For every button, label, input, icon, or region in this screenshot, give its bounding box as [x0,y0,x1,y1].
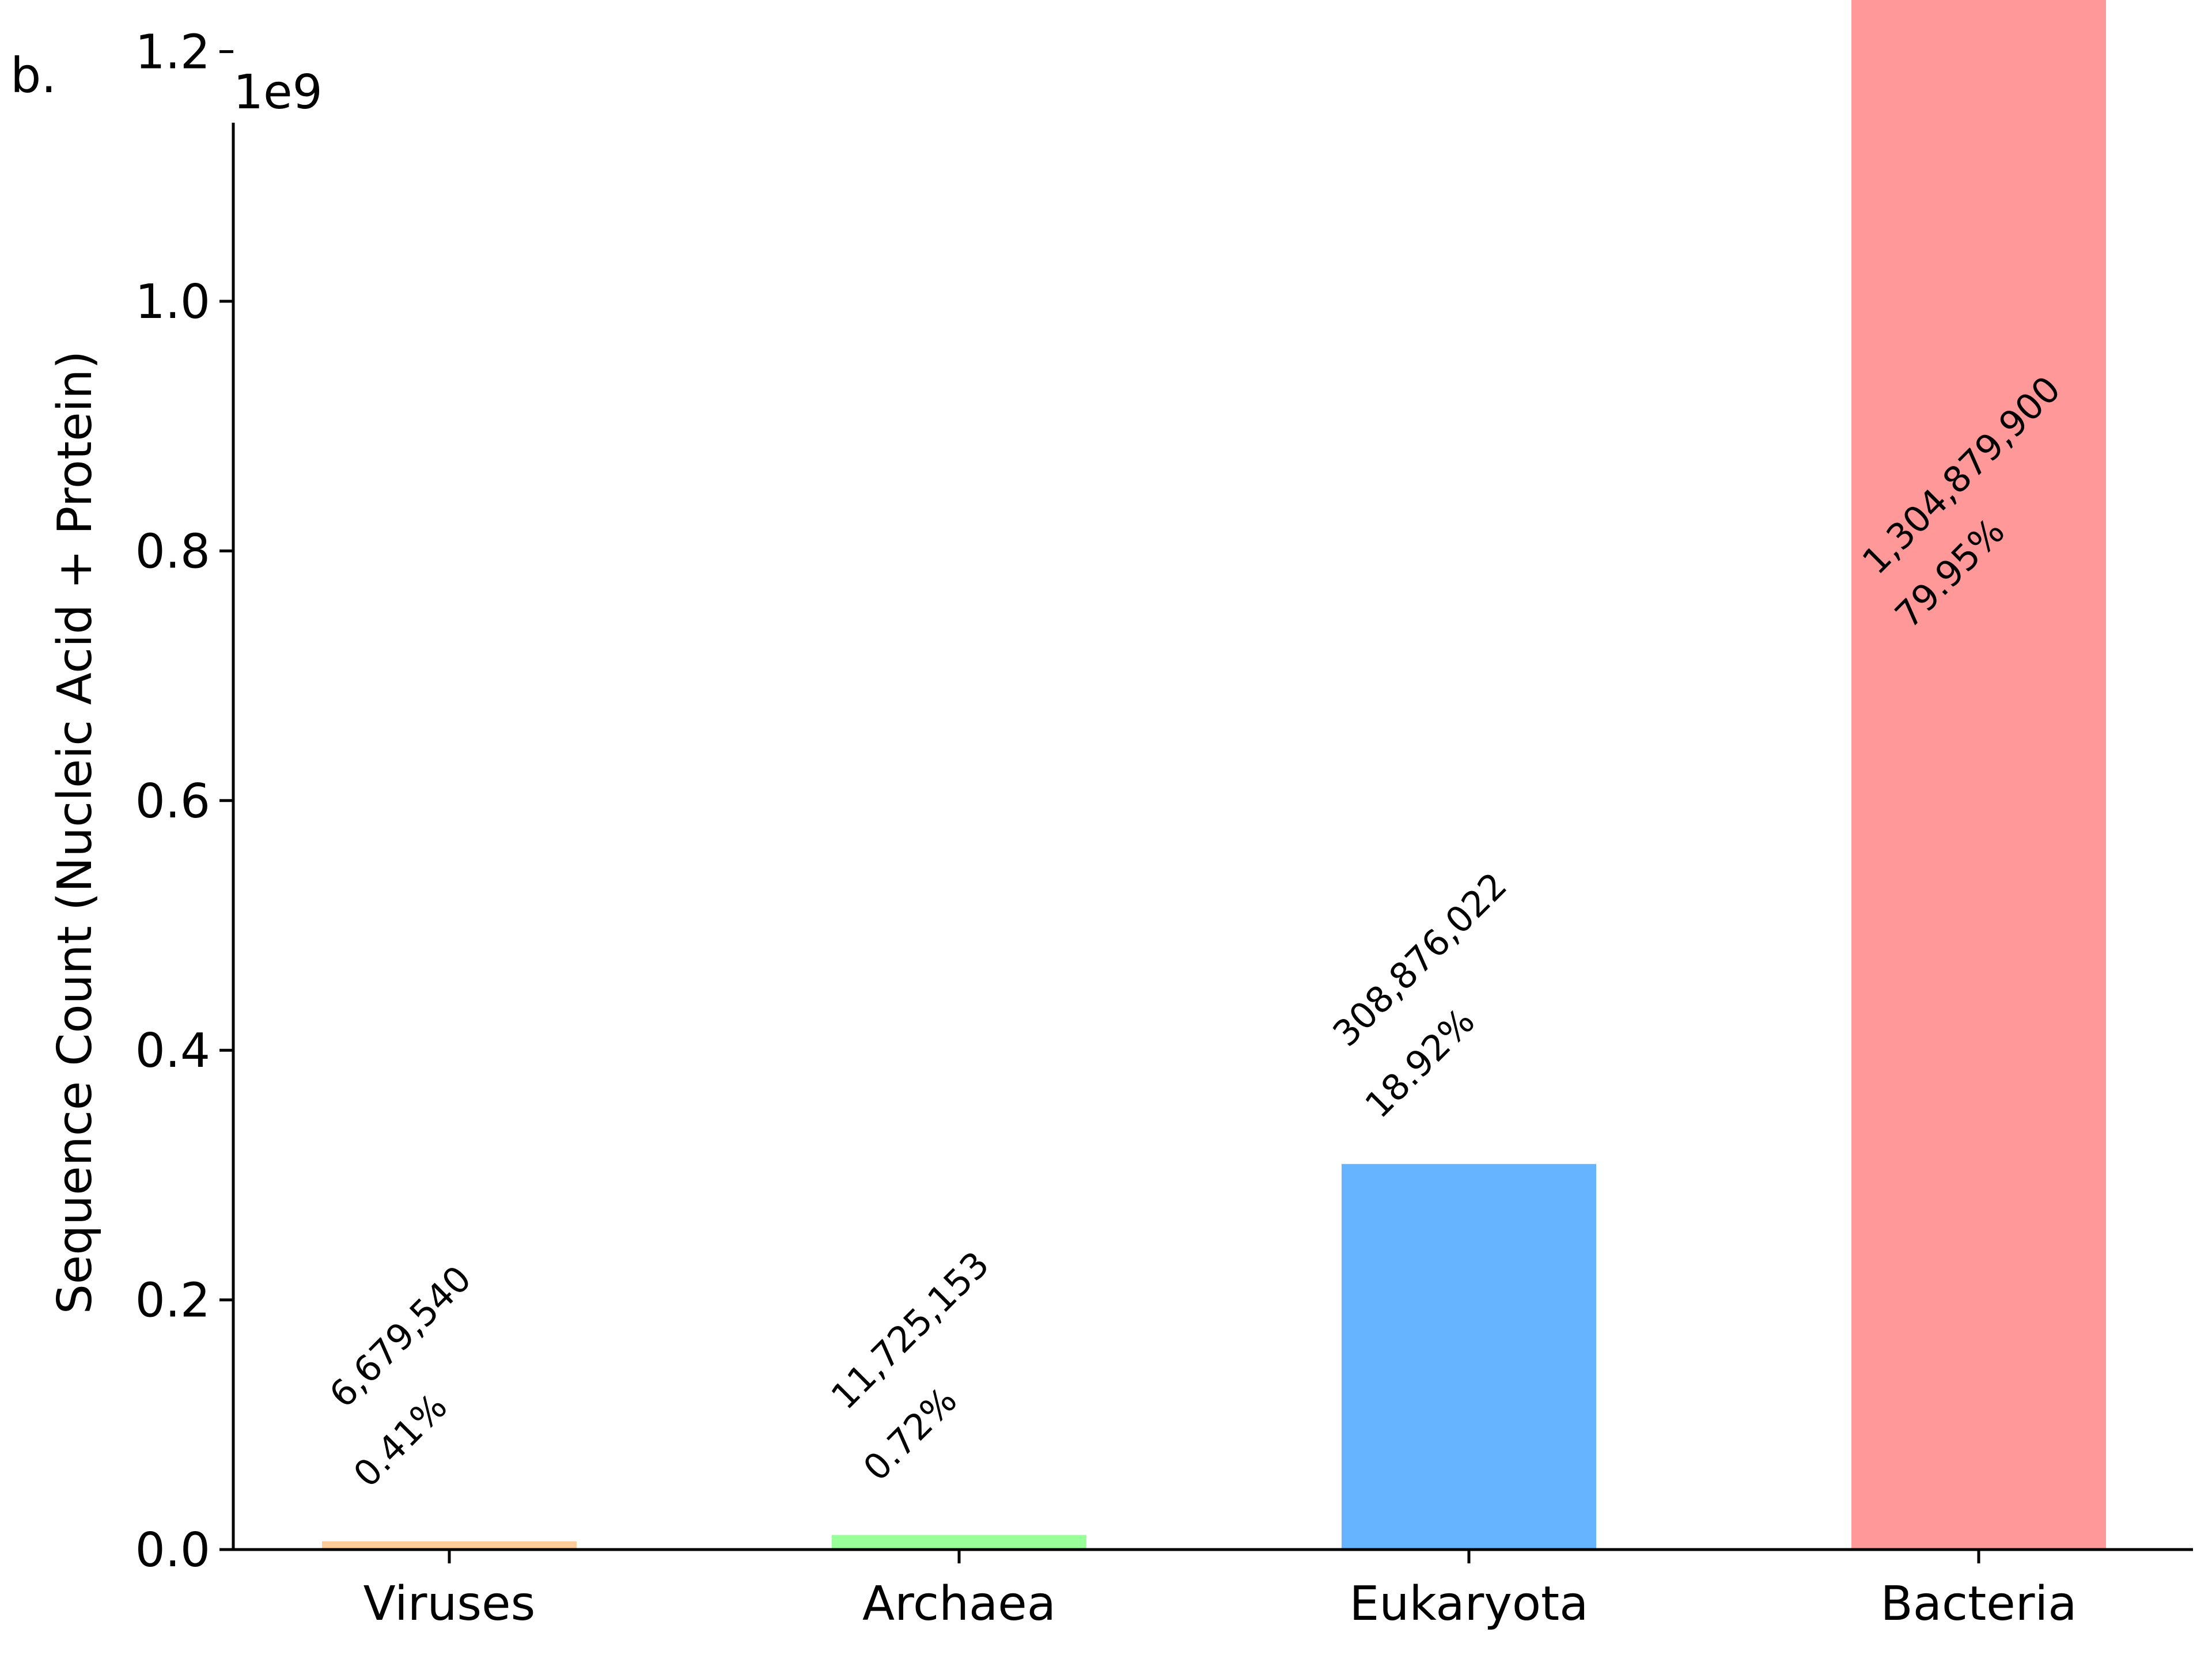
x-tick-label-bacteria: Bacteria [1881,1577,2077,1631]
bars-layer [322,0,2106,1550]
y-tick-label-4: 0.8 [135,524,210,579]
x-tick-label-viruses: Viruses [363,1577,536,1631]
x-axis-ticks: Viruses Archaea Eukaryota Bacteria [363,1550,2077,1631]
y-axis-offset-label: 1e9 [233,65,323,120]
panel-label: b. [10,47,56,104]
bar-bacteria [1851,0,2106,1550]
x-tick-label-archaea: Archaea [862,1577,1056,1631]
x-tick-label-eukaryota: Eukaryota [1350,1577,1589,1631]
y-tick-label-0: 0.0 [135,1523,210,1578]
data-label-count-eukaryota: 308,876,022 [1325,864,1516,1055]
y-axis-ticks: 0.0 0.2 0.4 0.6 0.8 1.0 1.2 [135,25,233,1578]
y-axis-label: Sequence Count (Nucleic Acid + Protein) [48,351,103,1315]
y-tick-label-5: 1.0 [135,275,210,329]
data-label-count-viruses: 6,679,540 [321,1257,479,1416]
bar-eukaryota [1342,1164,1596,1550]
data-labels-layer: 6,679,5400.41%11,725,1530.72%308,876,022… [321,368,2069,1495]
y-tick-label-1: 0.2 [135,1274,210,1328]
y-tick-label-6: 1.2 [135,25,210,80]
y-tick-label-2: 0.4 [135,1024,210,1078]
bar-viruses [322,1541,577,1550]
data-label-count-archaea: 11,725,153 [823,1243,997,1418]
y-tick-label-3: 0.6 [135,774,210,829]
bar-archaea [832,1535,1086,1550]
